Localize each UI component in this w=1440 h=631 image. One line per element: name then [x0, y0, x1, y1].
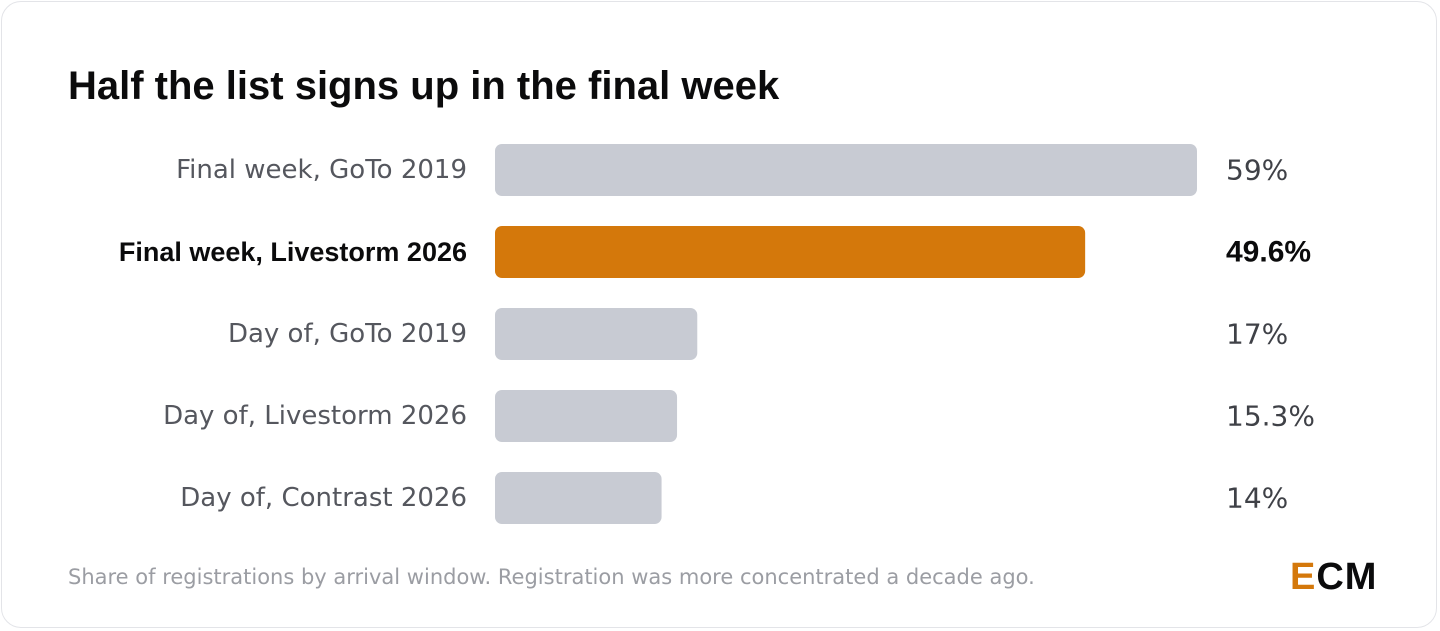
value-label-4: 15.3%	[1226, 400, 1315, 433]
chart-title: Half the list signs up in the final week	[68, 64, 780, 108]
bar-2	[495, 226, 1086, 278]
category-label-3: Day of, GoTo 2019	[228, 319, 467, 349]
category-label-2: Final week, Livestorm 2026	[119, 237, 467, 267]
bar-3	[495, 308, 698, 360]
value-label-5: 14%	[1226, 482, 1288, 515]
value-label-3: 17%	[1226, 318, 1288, 351]
category-label-4: Day of, Livestorm 2026	[163, 401, 467, 431]
chart-footnote: Share of registrations by arrival window…	[68, 565, 1035, 589]
category-label-1: Final week, GoTo 2019	[176, 155, 467, 185]
category-label-5: Day of, Contrast 2026	[180, 483, 467, 513]
brand-logo-rest: CM	[1316, 556, 1378, 598]
bar-1	[495, 144, 1197, 196]
brand-logo-lead: E	[1290, 556, 1317, 598]
bar-4	[495, 390, 678, 442]
value-label-2: 49.6%	[1226, 236, 1311, 269]
brand-logo: ECM	[1290, 555, 1377, 599]
bar-5	[495, 472, 662, 524]
value-label-1: 59%	[1226, 154, 1288, 187]
